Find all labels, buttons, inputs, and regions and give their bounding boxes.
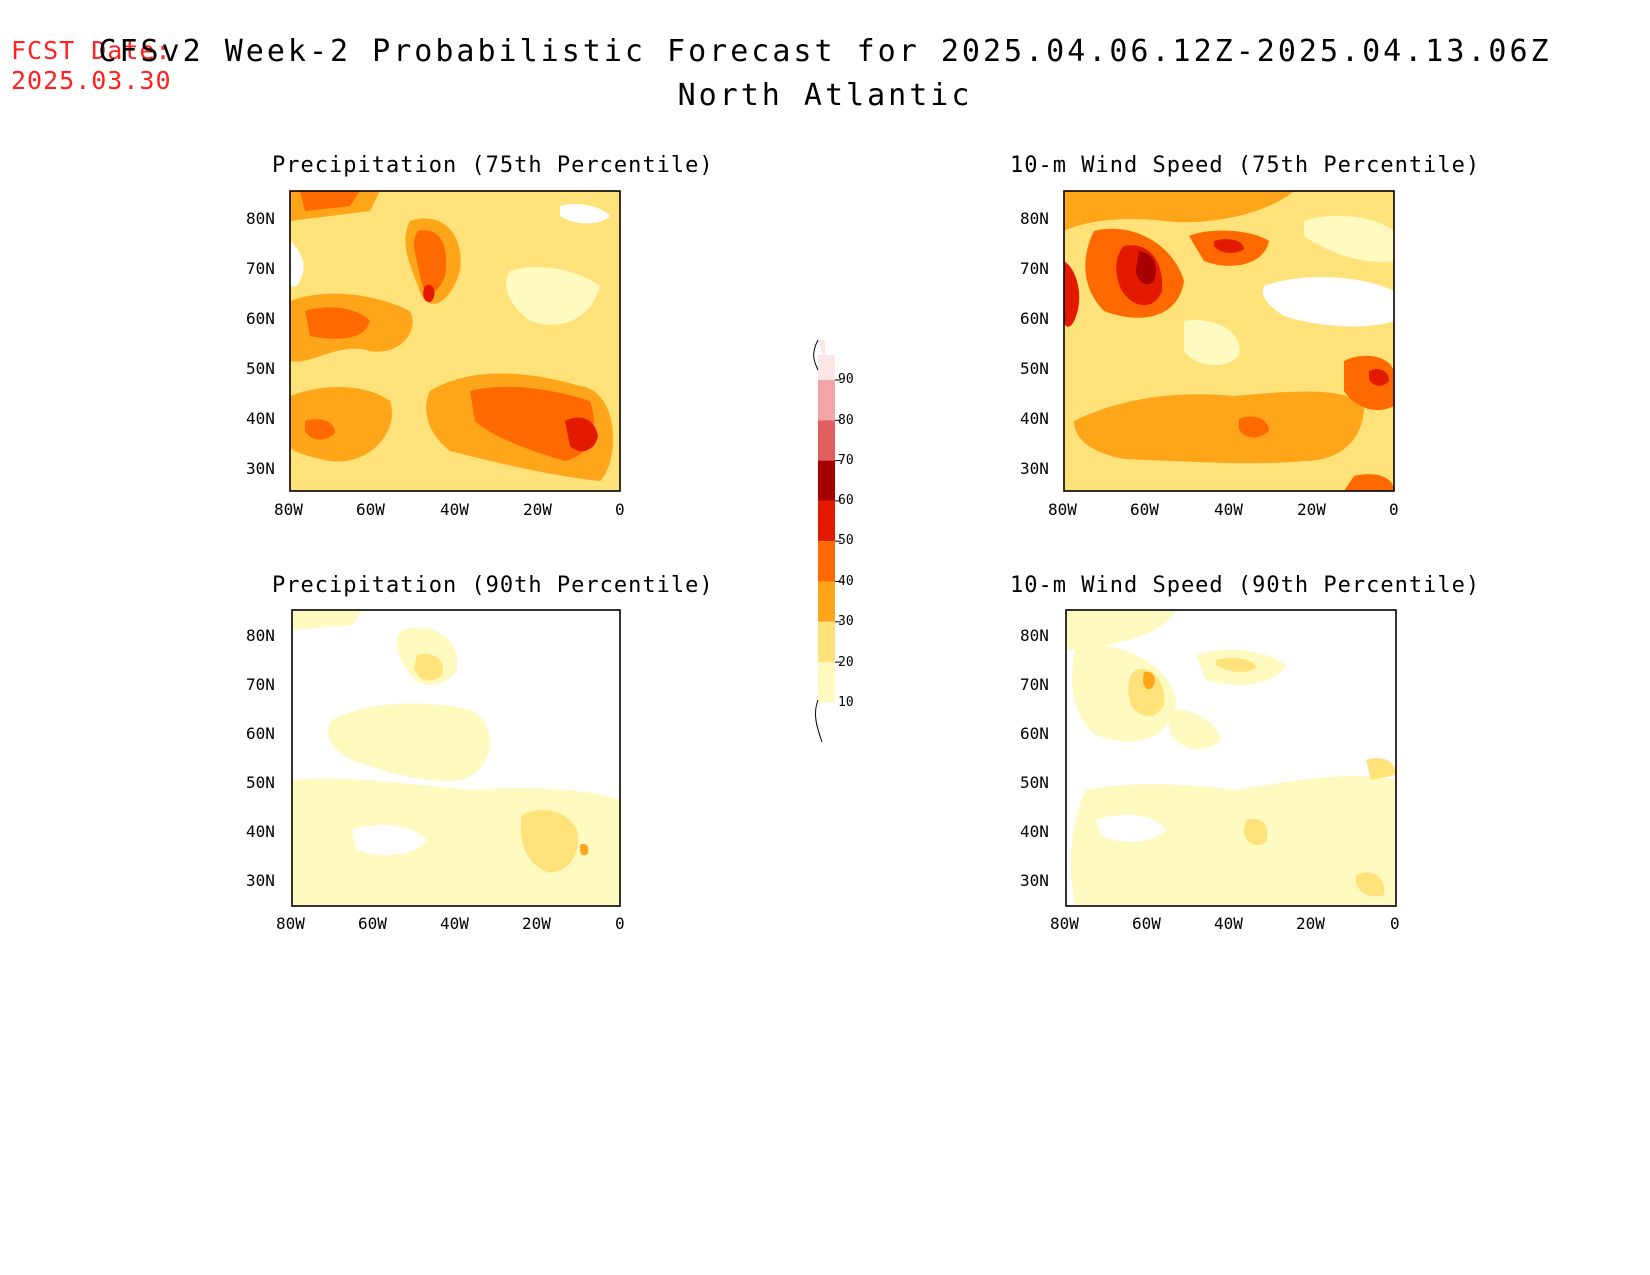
colorbar-swatch bbox=[818, 380, 835, 421]
lon-label: 80W bbox=[274, 500, 303, 519]
colorbar-swatch bbox=[818, 420, 835, 461]
map-wind90-svg bbox=[1065, 609, 1397, 907]
lat-label: 60N bbox=[1020, 724, 1049, 743]
lon-label: 60W bbox=[1132, 914, 1161, 933]
lat-label: 40N bbox=[246, 409, 275, 428]
map-wind75-svg bbox=[1063, 190, 1395, 492]
lat-label: 60N bbox=[1020, 309, 1049, 328]
lat-label: 80N bbox=[1020, 209, 1049, 228]
lon-label: 0 bbox=[1389, 500, 1399, 519]
colorbar-swatch bbox=[818, 355, 835, 380]
map-wind90 bbox=[1065, 609, 1397, 907]
map-precip75-svg bbox=[289, 190, 621, 492]
lon-label: 40W bbox=[1214, 914, 1243, 933]
fcst-date-value: 2025.03.30 bbox=[11, 66, 172, 95]
lon-label: 60W bbox=[358, 914, 387, 933]
lat-label: 30N bbox=[1020, 871, 1049, 890]
map-wind75 bbox=[1063, 190, 1395, 492]
colorbar-swatch bbox=[818, 500, 835, 542]
lat-label: 40N bbox=[1020, 409, 1049, 428]
lon-label: 20W bbox=[523, 500, 552, 519]
lat-label: 80N bbox=[246, 209, 275, 228]
lat-label: 60N bbox=[246, 724, 275, 743]
colorbar-swatch bbox=[818, 541, 835, 582]
colorbar-label: 70 bbox=[838, 453, 854, 468]
lat-label: 50N bbox=[246, 773, 275, 792]
lon-label: 0 bbox=[615, 914, 625, 933]
main-title: CFSv2 Week-2 Probabilistic Forecast for … bbox=[98, 34, 1552, 69]
colorbar-label: 60 bbox=[838, 493, 854, 508]
lon-label: 0 bbox=[615, 500, 625, 519]
lon-label: 60W bbox=[356, 500, 385, 519]
colorbar-label: 90 bbox=[838, 372, 854, 387]
colorbar-label: 10 bbox=[838, 695, 854, 710]
map-precip90-svg bbox=[291, 609, 621, 907]
lon-label: 20W bbox=[1297, 500, 1326, 519]
lon-label: 80W bbox=[1050, 914, 1079, 933]
colorbar-swatch bbox=[818, 662, 835, 703]
lat-label: 80N bbox=[246, 626, 275, 645]
lat-label: 30N bbox=[246, 459, 275, 478]
lat-label: 50N bbox=[1020, 359, 1049, 378]
lon-label: 20W bbox=[522, 914, 551, 933]
lon-label: 20W bbox=[1296, 914, 1325, 933]
map-precip75 bbox=[289, 190, 621, 492]
lat-label: 40N bbox=[246, 822, 275, 841]
colorbar-label: 30 bbox=[838, 614, 854, 629]
panel-title-precip90: Precipitation (90th Percentile) bbox=[272, 573, 714, 598]
lat-label: 70N bbox=[1020, 259, 1049, 278]
lon-label: 80W bbox=[1048, 500, 1077, 519]
lon-label: 80W bbox=[276, 914, 305, 933]
lon-label: 40W bbox=[1214, 500, 1243, 519]
lat-label: 50N bbox=[246, 359, 275, 378]
lon-label: 0 bbox=[1390, 914, 1400, 933]
colorbar-swatch bbox=[818, 621, 835, 663]
colorbar-label: 50 bbox=[838, 533, 854, 548]
lat-label: 30N bbox=[1020, 459, 1049, 478]
lon-label: 40W bbox=[440, 914, 469, 933]
fcst-date-label: FCST Date: bbox=[11, 36, 172, 65]
lat-label: 70N bbox=[1020, 675, 1049, 694]
fcst-date: FCST Date: 2025.03.30 bbox=[11, 36, 172, 96]
lon-label: 40W bbox=[440, 500, 469, 519]
panel-title-wind75: 10-m Wind Speed (75th Percentile) bbox=[1010, 153, 1481, 178]
lat-label: 30N bbox=[246, 871, 275, 890]
colorbar-swatch bbox=[818, 460, 835, 501]
colorbar-label: 80 bbox=[838, 413, 854, 428]
panel-title-precip75: Precipitation (75th Percentile) bbox=[272, 153, 714, 178]
lat-label: 70N bbox=[246, 675, 275, 694]
map-precip90 bbox=[291, 609, 621, 907]
panel-title-wind90: 10-m Wind Speed (90th Percentile) bbox=[1010, 573, 1481, 598]
lat-label: 80N bbox=[1020, 626, 1049, 645]
lat-label: 70N bbox=[246, 259, 275, 278]
lat-label: 60N bbox=[246, 309, 275, 328]
colorbar-swatch bbox=[818, 581, 835, 622]
lon-label: 60W bbox=[1130, 500, 1159, 519]
region-subtitle: North Atlantic bbox=[677, 78, 973, 113]
lat-label: 50N bbox=[1020, 773, 1049, 792]
colorbar-label: 20 bbox=[838, 655, 854, 670]
colorbar-label: 40 bbox=[838, 574, 854, 589]
lat-label: 40N bbox=[1020, 822, 1049, 841]
